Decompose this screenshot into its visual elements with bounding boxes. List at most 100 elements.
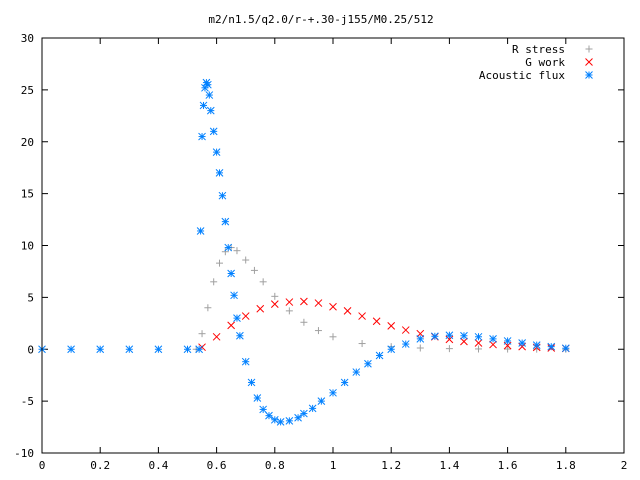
axis-tick-labels: 0 0.2 0.4 0.6 0.8 1 1.2 1.4 1.6 1.8 2 -10 -5 0 5 10 15 20… [14,32,627,472]
legend-marker-glyph [585,45,593,53]
x-tick-label: 0.2 [90,459,110,472]
legend-marker-r-stress [585,45,593,53]
data-point [375,351,384,360]
data-point [271,292,279,300]
legend-label-acoustic-flux: Acoustic flux [479,69,565,82]
data-point [518,339,527,347]
x-tick-label: 1.2 [381,459,401,472]
data-point [358,312,366,320]
data-point [259,278,267,286]
y-tick-label: 25 [21,84,34,97]
x-tick-label: 0.8 [265,459,285,472]
legend-marker-glyph [585,58,593,66]
x-tick-label: 1 [330,459,337,472]
data-point [460,331,468,340]
data-point [285,416,294,425]
data-point [308,404,317,413]
data-point [314,327,322,335]
data-point [154,345,163,354]
data-point [242,256,250,264]
data-point [364,359,372,368]
x-tick-label: 0.4 [148,459,168,472]
data-point [256,304,265,313]
y-tick-label: -10 [14,447,34,460]
data-point [317,397,326,405]
data-point [270,300,279,308]
data-point [285,298,294,306]
data-point [547,342,556,351]
data-point [329,333,337,341]
y-tick-label: 5 [27,291,34,304]
data-point [518,342,527,351]
data-point [300,297,308,306]
data-point [259,405,268,414]
legend: R stress G work Acoustic flux [479,43,593,82]
data-point [236,331,244,340]
plot-frame [41,37,625,454]
data-point [489,335,497,343]
y-tick-label: 10 [21,240,34,253]
data-point [561,344,570,353]
data-point [430,332,439,341]
y-tick-label: 30 [21,32,34,45]
data-point [221,217,230,226]
data-point [233,247,241,255]
data-point [372,317,381,326]
data-point [224,243,233,252]
data-point [300,318,308,326]
data-point [475,345,482,353]
data-point [489,340,497,349]
data-point [460,337,468,346]
data-point [300,409,308,418]
data-point [216,259,224,267]
data-point [503,337,512,345]
data-point [96,345,105,354]
data-point [250,266,258,274]
data-point [387,322,396,330]
data-point [125,345,134,354]
data-point [204,80,212,89]
data-point [253,394,262,402]
data-point [212,332,221,341]
data-point [215,169,224,177]
data-point [445,331,454,340]
x-tick-label: 1.4 [439,459,459,472]
data-point [329,388,337,397]
data-point [401,340,410,348]
data-point [233,314,241,322]
data-point [416,335,425,343]
series-acoustic-flux [38,78,570,426]
data-point [218,191,227,200]
data-point [241,357,250,366]
data-point [343,307,352,315]
data-point [204,304,212,312]
x-tick-label: 1.6 [498,459,518,472]
data-point [340,378,349,387]
data-point [532,341,541,349]
data-point [352,368,361,376]
x-tick-label: 2 [621,459,628,472]
data-point [314,299,323,307]
data-point [67,345,75,354]
x-tick-label: 0.6 [207,459,227,472]
data-point [276,418,285,426]
x-tick-label: 0 [39,459,46,472]
data-point [212,148,221,156]
legend-label-g-work: G work [525,56,565,69]
data-point [504,345,512,353]
data-point [285,307,293,315]
data-point [221,248,229,256]
data-point [294,413,302,422]
legend-marker-g-work [585,58,593,66]
data-point [198,132,206,141]
data-point [329,302,337,311]
data-point [474,339,483,347]
data-point [265,411,273,420]
data-point [445,345,453,353]
data-point [227,321,236,330]
data-point [210,278,218,286]
legend-marker-glyph [585,71,593,79]
data-point [401,326,410,334]
y-tick-label: -5 [21,395,34,408]
